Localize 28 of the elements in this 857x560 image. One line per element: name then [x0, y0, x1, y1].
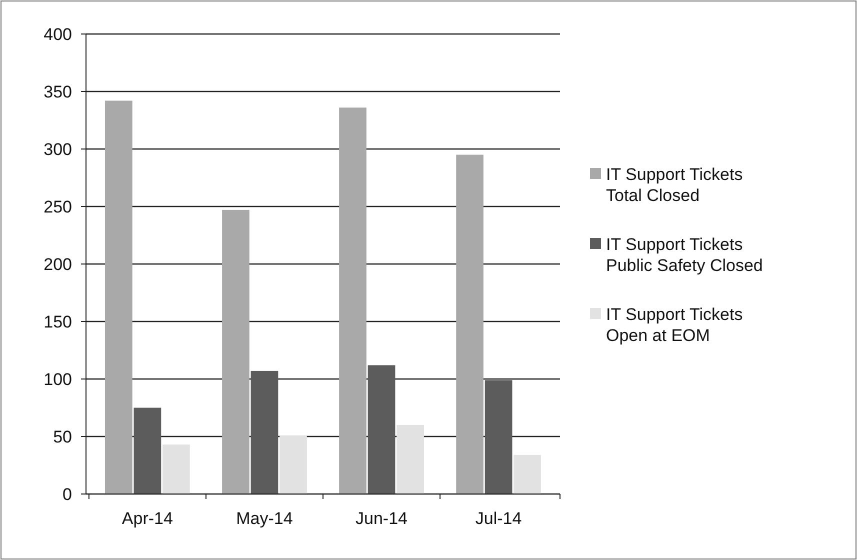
- y-tick-label: 100: [44, 370, 72, 389]
- x-tick-label: Apr-14: [122, 509, 173, 528]
- y-tick-label: 400: [44, 24, 72, 44]
- bar: [456, 154, 484, 494]
- legend-label: IT Support Tickets Total Closed: [606, 164, 743, 206]
- bar: [396, 425, 424, 494]
- x-tick-label: May-14: [236, 509, 293, 528]
- y-tick-label: 250: [44, 197, 72, 216]
- y-tick-label: 150: [44, 312, 72, 332]
- bar: [104, 100, 132, 494]
- y-tick-label: 200: [44, 254, 72, 274]
- legend-label: IT Support Tickets Public Safety Closed: [606, 234, 763, 276]
- x-tick-label: Jul-14: [475, 509, 522, 528]
- bar: [280, 435, 307, 494]
- y-tick-label: 0: [62, 484, 72, 504]
- bar: [514, 454, 542, 494]
- y-tick-label: 300: [44, 140, 72, 159]
- x-tick-label: Jun-14: [356, 509, 408, 528]
- bar: [162, 444, 190, 494]
- bar: [250, 370, 278, 494]
- y-tick-label: 50: [53, 427, 72, 446]
- bar: [222, 210, 250, 494]
- bar: [368, 365, 396, 494]
- bar: [134, 408, 162, 494]
- legend-label: IT Support Tickets Open at EOM: [606, 304, 743, 346]
- y-tick-label: 350: [44, 82, 72, 102]
- bar: [339, 108, 366, 494]
- bar: [484, 380, 512, 494]
